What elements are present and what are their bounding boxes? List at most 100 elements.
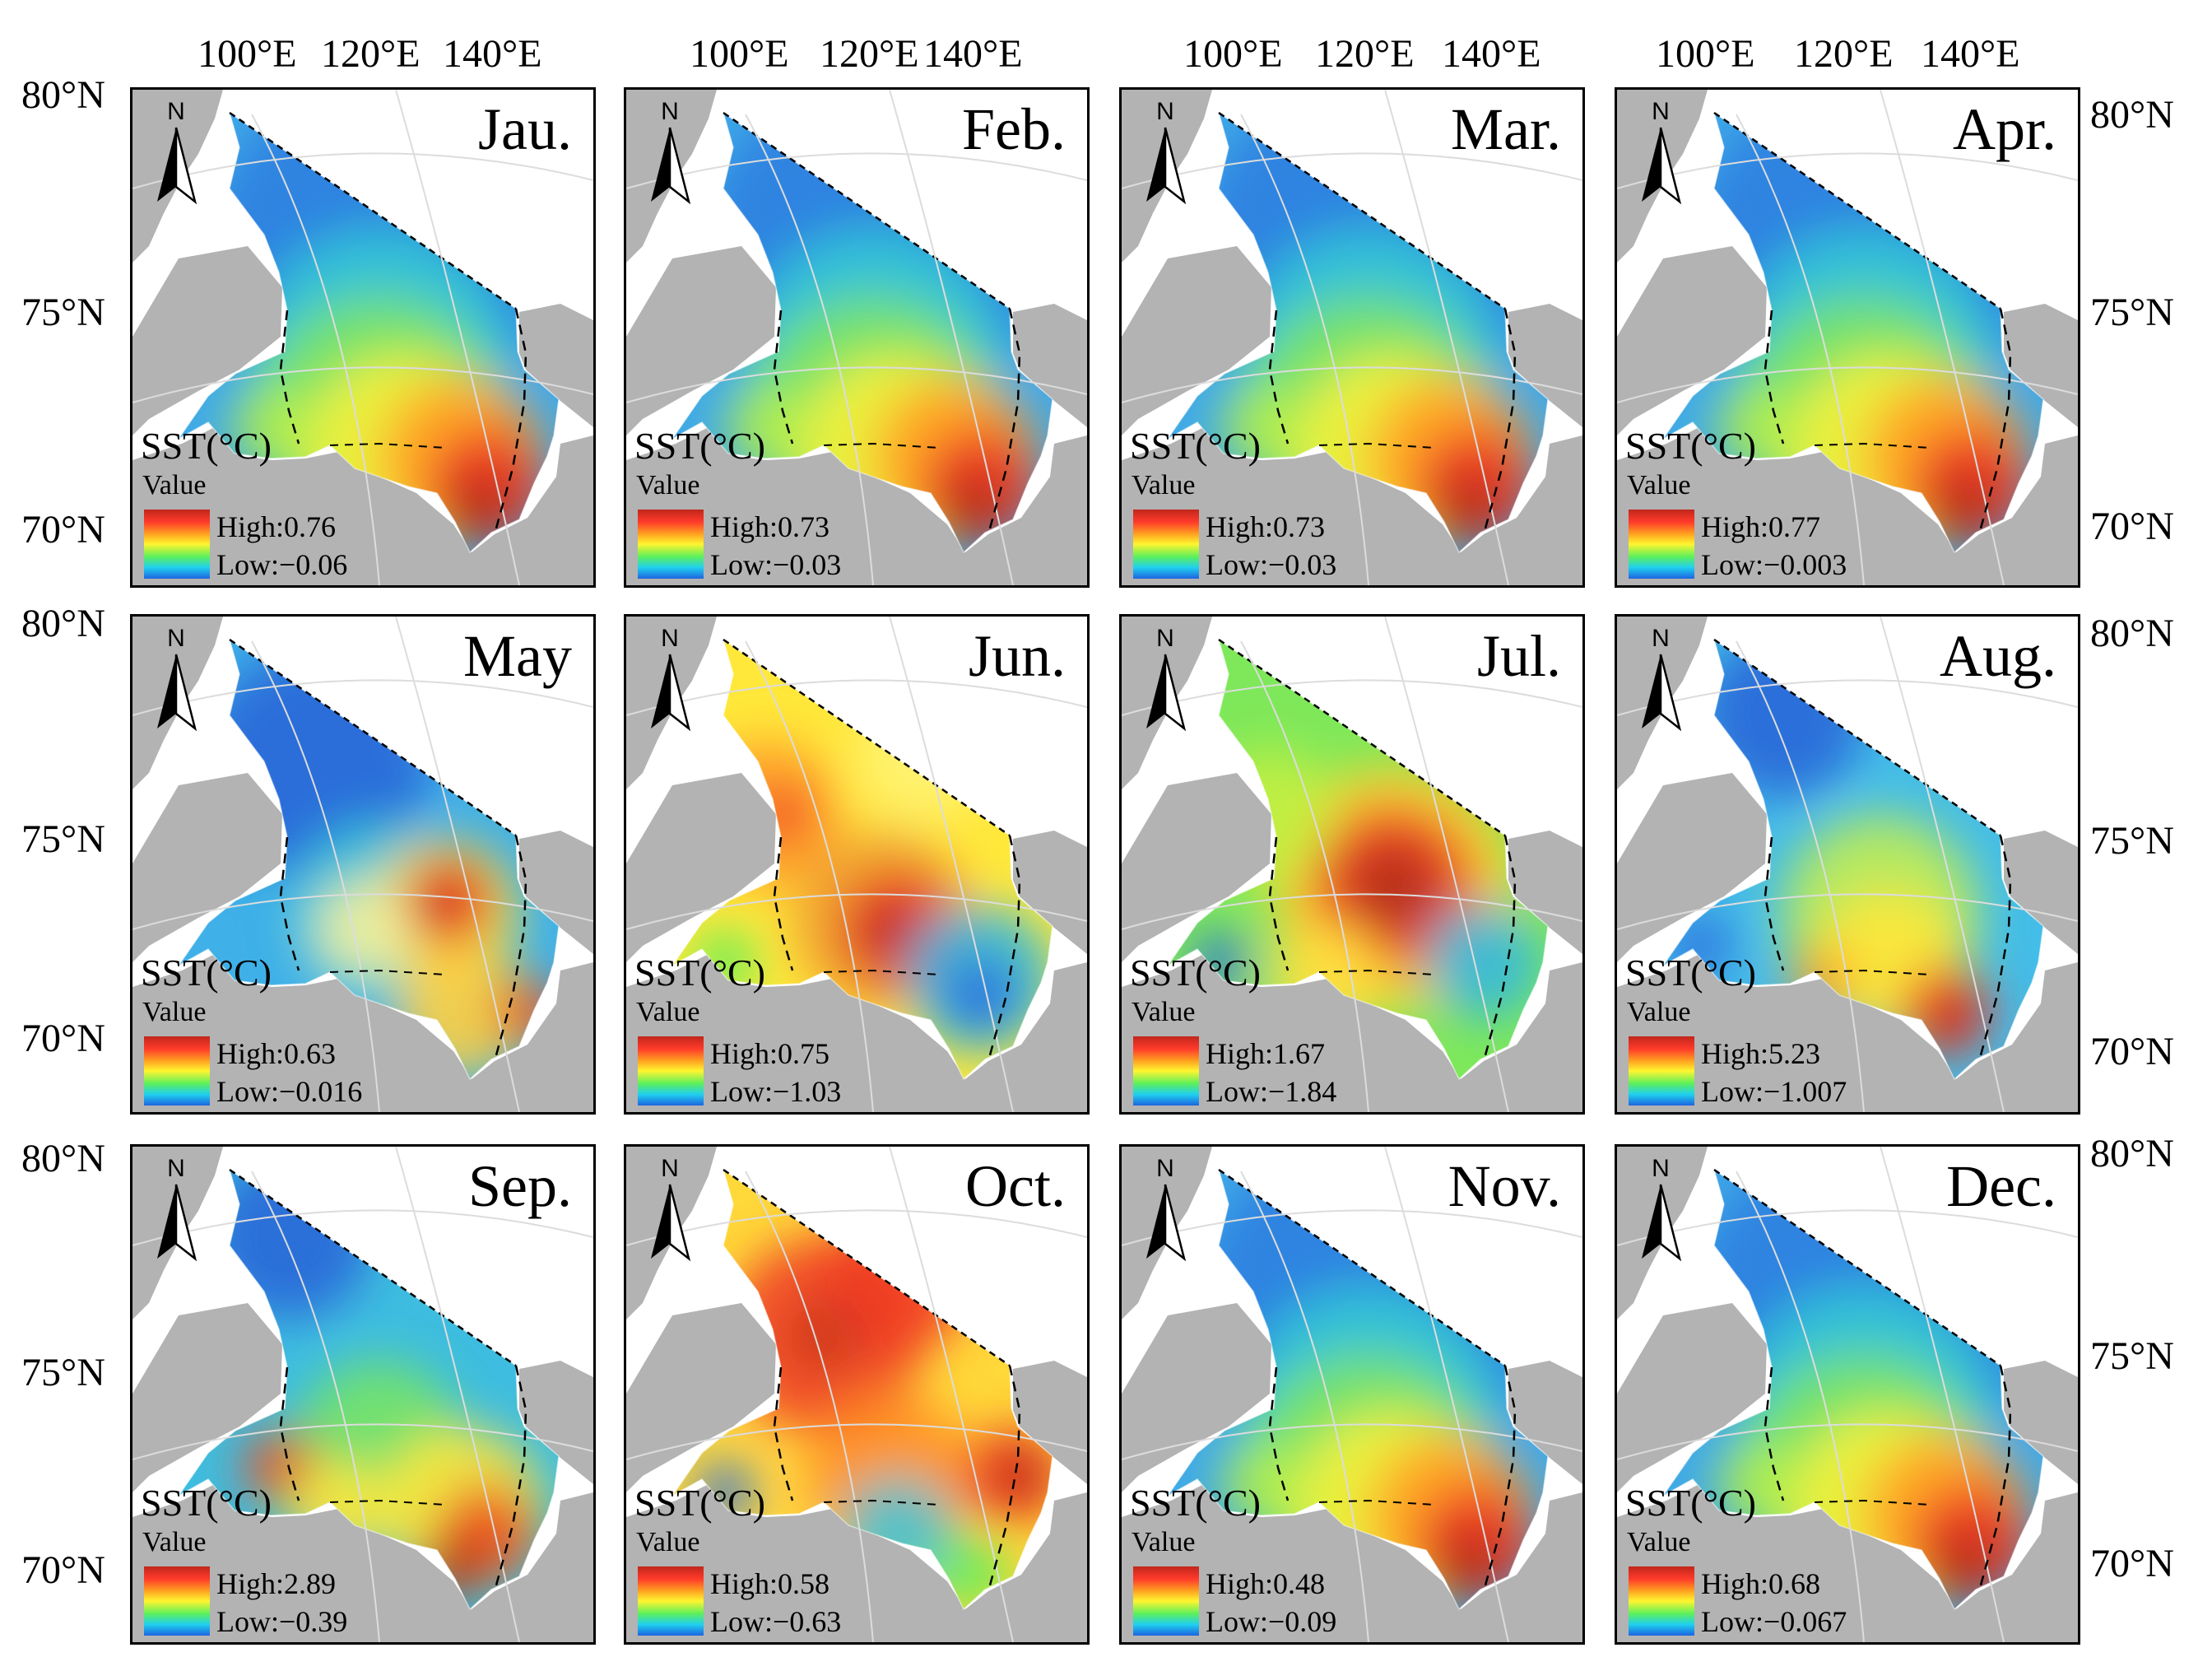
sea-boundary [1318,442,1435,449]
sea-boundary [823,969,940,975]
lat-label-75: 75°N [2090,819,2174,863]
month-label: May [463,623,572,689]
legend-subtitle: Value [142,1527,207,1557]
legend-subtitle: Value [142,470,207,500]
legend-high-value: High:0.73 [1206,510,1326,543]
color-ramp [638,1036,704,1105]
north-arrow-label: N [1652,1155,1670,1182]
legend-title: SST(°C) [1625,1482,1756,1524]
sst-legend: SST(°C) Value High:0.77 Low:−0.003 [1625,424,1897,582]
meridian-line [251,114,380,585]
sst-legend: SST(°C) Value High:0.68 Low:−0.067 [1625,1481,1897,1639]
parallel-line [1617,1423,2078,1460]
legend-subtitle: Value [1132,1527,1196,1557]
sst-legend: SST(°C) Value High:0.73 Low:−0.03 [1130,424,1401,582]
sea-boundary [1218,638,1506,837]
parallel-line [626,366,1087,403]
lon-label: 120°E [1315,32,1415,76]
legend-subtitle: Value [1132,470,1196,500]
sea-boundary [1814,969,1931,975]
sea-boundary [773,1366,794,1501]
north-arrow-icon: N [651,98,691,205]
parallel-line [626,152,1087,189]
sea-boundary [1764,1366,1785,1501]
month-label: Jun. [968,623,1066,689]
lat-label-75: 75°N [21,291,105,334]
legend-title: SST(°C) [1625,952,1756,994]
sea-boundary [1318,1499,1435,1506]
parallel-line [1617,366,2078,403]
parallel-line [132,366,593,403]
parallel-line [132,679,593,716]
parallel-line [626,893,1087,930]
sea-boundary [1814,442,1931,449]
meridian-line [745,114,874,585]
sst-map [626,90,1087,585]
parallel-line [626,1423,1087,1460]
map-panel: N Oct. SST(°C) Value High:0.58 Low:−0.63 [624,1144,1090,1645]
sst-legend: SST(°C) Value High:0.76 Low:−0.06 [141,424,412,582]
map-panel: N Nov. SST(°C) Value High:0.48 Low:−0.09 [1119,1144,1585,1645]
north-arrow-icon: N [157,625,198,732]
lat-label-70: 70°N [21,1548,105,1592]
sea-boundary [493,835,527,1062]
north-arrow-icon: N [157,1155,198,1262]
legend-high-value: High:0.58 [710,1567,830,1600]
north-arrow-icon: N [157,98,198,205]
sea-boundary [1268,310,1290,445]
color-ramp [638,510,704,579]
sea-boundary [723,111,1011,310]
map-panel: N Jun. SST(°C) Value High:0.75 Low:−1.03 [624,614,1090,1115]
parallel-line [1617,152,2078,189]
sea-boundary [1268,836,1290,971]
legend-high-value: High:0.48 [1206,1567,1326,1600]
lon-label: 140°E [1921,32,2020,76]
sea-boundary [1977,835,2012,1062]
north-arrow-label: N [167,98,185,125]
sst-legend: SST(°C) Value High:0.75 Low:−1.03 [634,951,906,1109]
sst-map [132,90,593,585]
sea-boundary [1318,969,1435,975]
legend-title: SST(°C) [634,952,765,994]
north-arrow-icon: N [1642,1155,1682,1262]
sst-legend: SST(°C) Value High:0.48 Low:−0.09 [1130,1481,1401,1639]
parallel-line [1122,152,1582,189]
legend-title: SST(°C) [141,425,272,467]
color-ramp [144,510,210,579]
legend-high-value: High:0.75 [710,1037,830,1070]
north-arrow-icon: N [1146,98,1187,205]
sea-boundary [987,1365,1021,1592]
lat-label-70: 70°N [2090,1542,2174,1585]
parallel-line [1617,679,2078,716]
legend-subtitle: Value [1627,470,1691,500]
sea-boundary [1977,1365,2012,1592]
north-arrow-label: N [661,625,679,652]
parallel-line [1122,1209,1582,1246]
sst-map [132,617,593,1112]
sea-boundary [1713,111,2001,310]
parallel-line [132,1423,593,1460]
month-label: Mar. [1451,96,1561,162]
north-arrow-icon: N [1146,625,1187,732]
sea-boundary [279,836,300,971]
sea-boundary [987,835,1021,1062]
lon-label: 100°E [1656,32,1755,76]
sea-boundary [1814,1499,1931,1506]
sst-legend: SST(°C) Value High:2.89 Low:−0.39 [141,1481,412,1639]
meridian-line [1736,640,1865,1112]
parallel-line [1122,893,1582,930]
north-arrow-icon: N [1146,1155,1187,1262]
legend-low-value: Low:−1.03 [710,1075,842,1108]
legend-low-value: Low:−0.016 [216,1075,363,1108]
legend-subtitle: Value [636,470,700,500]
legend-low-value: Low:−0.03 [710,548,842,581]
legend-low-value: Low:−0.09 [1206,1605,1337,1638]
month-label: Oct. [965,1153,1066,1219]
meridian-line [745,640,874,1112]
lat-label-80: 80°N [21,1137,105,1180]
color-ramp [144,1036,210,1105]
sea-boundary [329,442,446,449]
sst-map [1617,1147,2078,1642]
sea-boundary [1482,1365,1517,1592]
lon-label: 100°E [1183,32,1283,76]
